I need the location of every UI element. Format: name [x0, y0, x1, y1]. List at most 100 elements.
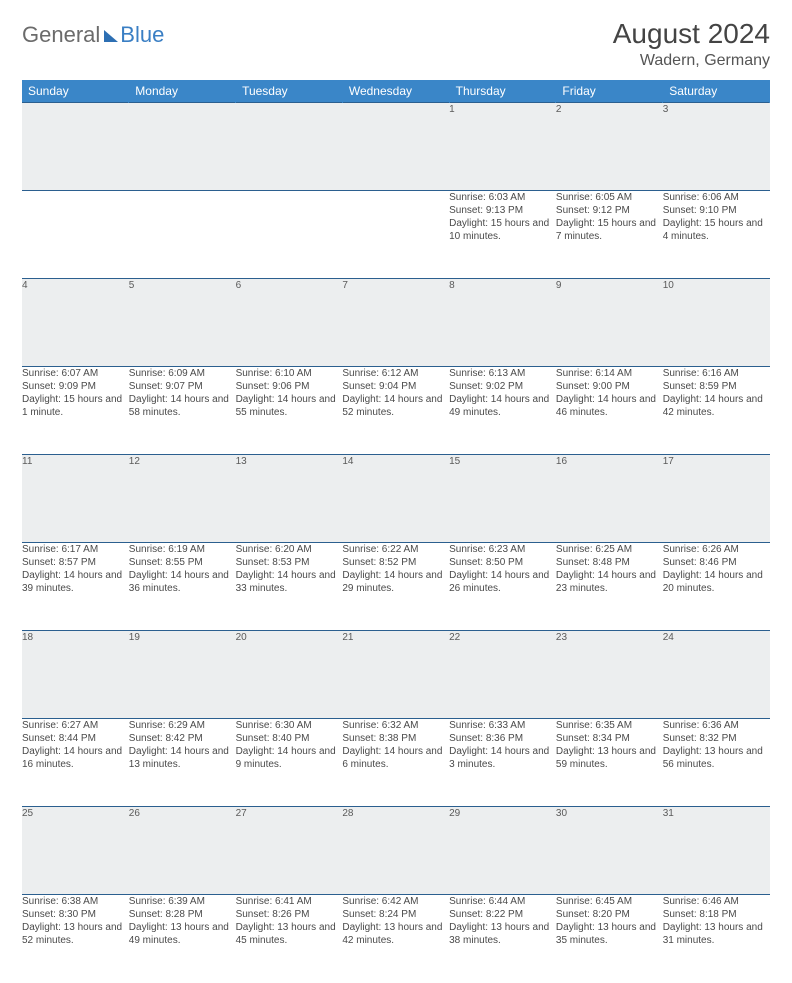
day-number-cell: 12 [129, 455, 236, 543]
daylight-text: Daylight: 14 hours and 33 minutes. [236, 569, 343, 595]
sunrise-text: Sunrise: 6:27 AM [22, 719, 129, 732]
daylight-text: Daylight: 14 hours and 58 minutes. [129, 393, 236, 419]
day-number-cell: 13 [236, 455, 343, 543]
sunrise-text: Sunrise: 6:41 AM [236, 895, 343, 908]
day-detail-cell: Sunrise: 6:22 AMSunset: 8:52 PMDaylight:… [342, 543, 449, 631]
day-detail-cell: Sunrise: 6:19 AMSunset: 8:55 PMDaylight:… [129, 543, 236, 631]
day-number-cell: 15 [449, 455, 556, 543]
day-detail-cell: Sunrise: 6:16 AMSunset: 8:59 PMDaylight:… [663, 367, 770, 455]
day-detail-cell: Sunrise: 6:30 AMSunset: 8:40 PMDaylight:… [236, 719, 343, 807]
daylight-text: Daylight: 13 hours and 38 minutes. [449, 921, 556, 947]
sunrise-text: Sunrise: 6:45 AM [556, 895, 663, 908]
day-detail-cell: Sunrise: 6:44 AMSunset: 8:22 PMDaylight:… [449, 895, 556, 983]
brand-part1: General [22, 22, 100, 48]
day-detail-cell: Sunrise: 6:06 AMSunset: 9:10 PMDaylight:… [663, 191, 770, 279]
sunrise-text: Sunrise: 6:42 AM [342, 895, 449, 908]
day-number-cell: 20 [236, 631, 343, 719]
day-number-cell: 23 [556, 631, 663, 719]
day-detail-cell: Sunrise: 6:35 AMSunset: 8:34 PMDaylight:… [556, 719, 663, 807]
calendar-table: SundayMondayTuesdayWednesdayThursdayFrid… [22, 80, 770, 983]
day-number-cell: 9 [556, 279, 663, 367]
sunrise-text: Sunrise: 6:35 AM [556, 719, 663, 732]
sunset-text: Sunset: 8:44 PM [22, 732, 129, 745]
day-number-cell: 4 [22, 279, 129, 367]
daylight-text: Daylight: 14 hours and 46 minutes. [556, 393, 663, 419]
day-detail-cell: Sunrise: 6:12 AMSunset: 9:04 PMDaylight:… [342, 367, 449, 455]
sunrise-text: Sunrise: 6:38 AM [22, 895, 129, 908]
daylight-text: Daylight: 13 hours and 42 minutes. [342, 921, 449, 947]
sunset-text: Sunset: 8:53 PM [236, 556, 343, 569]
day-detail-cell: Sunrise: 6:39 AMSunset: 8:28 PMDaylight:… [129, 895, 236, 983]
sunset-text: Sunset: 9:07 PM [129, 380, 236, 393]
day-detail-cell: Sunrise: 6:23 AMSunset: 8:50 PMDaylight:… [449, 543, 556, 631]
sunrise-text: Sunrise: 6:19 AM [129, 543, 236, 556]
sunset-text: Sunset: 8:28 PM [129, 908, 236, 921]
day-number-cell: 24 [663, 631, 770, 719]
daylight-text: Daylight: 15 hours and 10 minutes. [449, 217, 556, 243]
sunset-text: Sunset: 8:57 PM [22, 556, 129, 569]
sunrise-text: Sunrise: 6:23 AM [449, 543, 556, 556]
day-number-cell [22, 103, 129, 191]
brand-triangle-icon [104, 30, 118, 42]
day-number-cell: 28 [342, 807, 449, 895]
calendar-head: SundayMondayTuesdayWednesdayThursdayFrid… [22, 80, 770, 103]
sunset-text: Sunset: 9:02 PM [449, 380, 556, 393]
daylight-text: Daylight: 13 hours and 31 minutes. [663, 921, 770, 947]
day-detail-cell: Sunrise: 6:38 AMSunset: 8:30 PMDaylight:… [22, 895, 129, 983]
sunrise-text: Sunrise: 6:10 AM [236, 367, 343, 380]
sunset-text: Sunset: 8:50 PM [449, 556, 556, 569]
sunset-text: Sunset: 8:55 PM [129, 556, 236, 569]
day-number-cell: 10 [663, 279, 770, 367]
sunset-text: Sunset: 9:00 PM [556, 380, 663, 393]
daylight-text: Daylight: 14 hours and 55 minutes. [236, 393, 343, 419]
daylight-text: Daylight: 13 hours and 56 minutes. [663, 745, 770, 771]
day-number-cell: 3 [663, 103, 770, 191]
day-detail-cell: Sunrise: 6:33 AMSunset: 8:36 PMDaylight:… [449, 719, 556, 807]
day-number-cell: 21 [342, 631, 449, 719]
day-number-cell: 16 [556, 455, 663, 543]
sunrise-text: Sunrise: 6:16 AM [663, 367, 770, 380]
calendar-body: 12 3 Sunrise: 6:03 AMSunset: 9:13 PMDaylig… [22, 103, 770, 983]
sunset-text: Sunset: 9:06 PM [236, 380, 343, 393]
sunrise-text: Sunrise: 6:05 AM [556, 191, 663, 204]
daylight-text: Daylight: 14 hours and 42 minutes. [663, 393, 770, 419]
day-detail-cell: Sunrise: 6:26 AMSunset: 8:46 PMDaylight:… [663, 543, 770, 631]
sunrise-text: Sunrise: 6:17 AM [22, 543, 129, 556]
day-detail-cell: Sunrise: 6:03 AMSunset: 9:13 PMDaylight:… [449, 191, 556, 279]
day-header: Monday [129, 80, 236, 103]
sunset-text: Sunset: 8:22 PM [449, 908, 556, 921]
daylight-text: Daylight: 15 hours and 1 minute. [22, 393, 129, 419]
sunset-text: Sunset: 9:04 PM [342, 380, 449, 393]
day-number-cell: 14 [342, 455, 449, 543]
day-detail-cell: Sunrise: 6:07 AMSunset: 9:09 PMDaylight:… [22, 367, 129, 455]
sunrise-text: Sunrise: 6:22 AM [342, 543, 449, 556]
day-detail-cell: Sunrise: 6:41 AMSunset: 8:26 PMDaylight:… [236, 895, 343, 983]
daylight-text: Daylight: 14 hours and 13 minutes. [129, 745, 236, 771]
sunrise-text: Sunrise: 6:13 AM [449, 367, 556, 380]
day-number-cell: 27 [236, 807, 343, 895]
sunrise-text: Sunrise: 6:32 AM [342, 719, 449, 732]
sunset-text: Sunset: 8:34 PM [556, 732, 663, 745]
sunrise-text: Sunrise: 6:44 AM [449, 895, 556, 908]
sunset-text: Sunset: 9:12 PM [556, 204, 663, 217]
day-number-cell: 26 [129, 807, 236, 895]
day-detail-cell: Sunrise: 6:25 AMSunset: 8:48 PMDaylight:… [556, 543, 663, 631]
day-detail-cell: Sunrise: 6:46 AMSunset: 8:18 PMDaylight:… [663, 895, 770, 983]
header: General Blue August 2024 Wadern, Germany [22, 18, 770, 70]
daylight-text: Daylight: 13 hours and 59 minutes. [556, 745, 663, 771]
daylight-text: Daylight: 14 hours and 52 minutes. [342, 393, 449, 419]
sunset-text: Sunset: 8:46 PM [663, 556, 770, 569]
day-number-cell: 2 [556, 103, 663, 191]
daylight-text: Daylight: 14 hours and 3 minutes. [449, 745, 556, 771]
sunrise-text: Sunrise: 6:09 AM [129, 367, 236, 380]
day-header: Wednesday [342, 80, 449, 103]
daylight-text: Daylight: 14 hours and 39 minutes. [22, 569, 129, 595]
sunrise-text: Sunrise: 6:20 AM [236, 543, 343, 556]
day-header: Saturday [663, 80, 770, 103]
day-detail-cell [129, 191, 236, 279]
sunset-text: Sunset: 8:40 PM [236, 732, 343, 745]
day-header: Sunday [22, 80, 129, 103]
sunrise-text: Sunrise: 6:26 AM [663, 543, 770, 556]
sunrise-text: Sunrise: 6:29 AM [129, 719, 236, 732]
daylight-text: Daylight: 15 hours and 7 minutes. [556, 217, 663, 243]
